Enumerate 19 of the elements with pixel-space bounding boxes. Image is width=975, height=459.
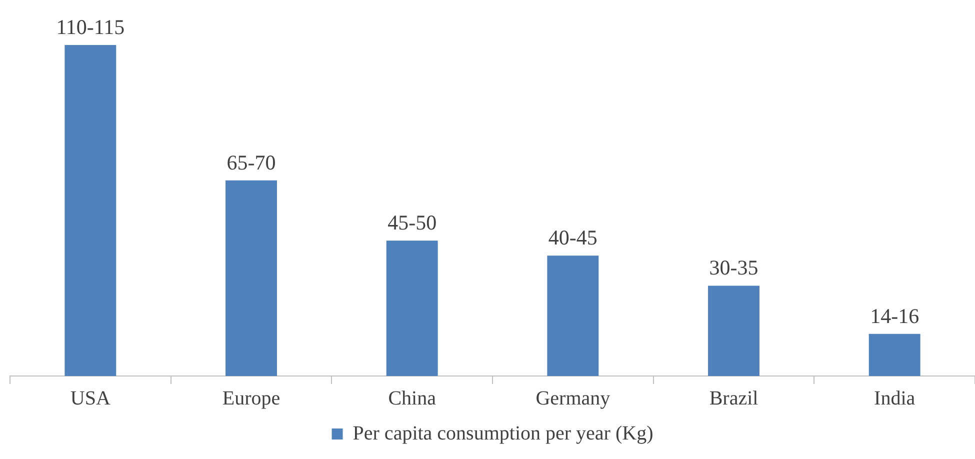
data-label: 110-115 — [56, 15, 125, 40]
bar — [547, 256, 599, 376]
data-label: 30-35 — [709, 256, 758, 280]
x-tick-label: Europe — [222, 387, 280, 410]
data-label: 45-50 — [388, 210, 437, 235]
bar — [708, 286, 760, 376]
bar — [64, 45, 116, 376]
bar — [868, 334, 920, 376]
x-tick-label: China — [388, 387, 436, 410]
bar — [226, 180, 277, 376]
bar — [386, 240, 438, 376]
x-tick-label: USA — [70, 387, 111, 410]
data-label: 65-70 — [226, 150, 276, 174]
x-tick-label: Germany — [536, 387, 610, 410]
x-tick-label: Brazil — [709, 387, 759, 410]
x-tick-label: India — [874, 387, 916, 410]
data-label: 40-45 — [548, 226, 598, 250]
data-label: 14-16 — [870, 304, 920, 328]
legend-label: Per capita consumption per year (Kg) — [352, 422, 654, 444]
